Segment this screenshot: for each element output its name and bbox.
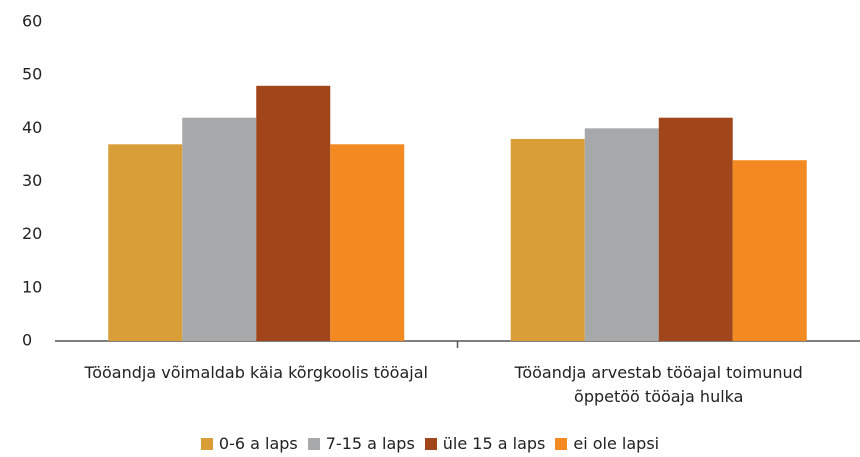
y-tick-label: 30 bbox=[22, 171, 42, 190]
bar bbox=[108, 144, 183, 341]
y-tick-label: 60 bbox=[22, 12, 42, 31]
legend-label: ei ole lapsi bbox=[573, 434, 660, 453]
legend-label: üle 15 a laps bbox=[442, 434, 546, 453]
legend-swatch bbox=[200, 438, 213, 450]
legend-swatch bbox=[307, 438, 320, 450]
bar bbox=[256, 85, 331, 341]
bar bbox=[732, 160, 807, 341]
x-tick-label: Tööandja arvestab tööajal toimunud õppet… bbox=[514, 363, 803, 406]
y-tick-label: 40 bbox=[22, 118, 42, 137]
legend-item: 7-15 a laps bbox=[307, 434, 415, 453]
y-tick-label: 10 bbox=[22, 277, 42, 296]
bar bbox=[330, 144, 405, 341]
legend-item: ei ole lapsi bbox=[555, 434, 659, 453]
y-tick-label: 50 bbox=[22, 65, 42, 84]
legend-label: 0-6 a laps bbox=[218, 434, 298, 453]
legend-item: 0-6 a laps bbox=[200, 434, 298, 453]
y-tick-label: 20 bbox=[22, 224, 42, 243]
legend-swatch bbox=[555, 438, 568, 450]
legend-swatch bbox=[424, 438, 437, 450]
legend: 0-6 a laps 7-15 a laps üle 15 a laps ei ole… bbox=[0, 434, 860, 453]
bar bbox=[182, 117, 257, 341]
bar bbox=[584, 128, 659, 341]
y-tick-label: 0 bbox=[22, 331, 32, 350]
legend-label: 7-15 a laps bbox=[325, 434, 415, 453]
legend-item: üle 15 a laps bbox=[424, 434, 546, 453]
x-tick-label: Tööandja võimaldab käia kõrgkoolis tööaj… bbox=[84, 363, 428, 382]
bar bbox=[658, 117, 733, 341]
bar bbox=[510, 138, 585, 341]
